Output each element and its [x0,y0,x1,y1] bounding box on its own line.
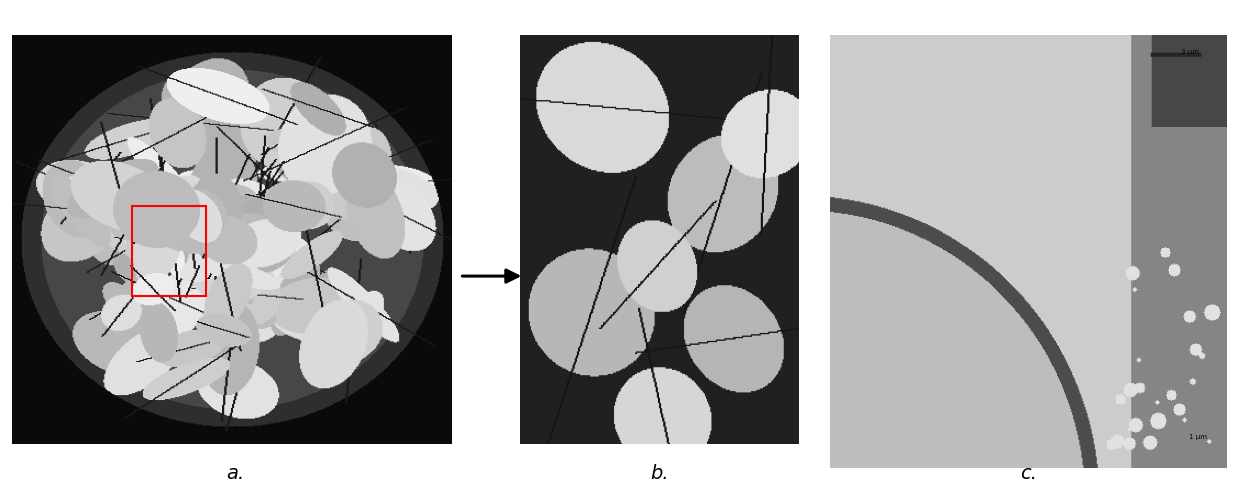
Text: c.: c. [1020,464,1037,483]
Text: 1 µm: 1 µm [1188,434,1207,440]
Bar [131,207,207,296]
Text: a.: a. [227,464,244,483]
Text: b.: b. [649,464,669,483]
Text: 3 µm: 3 µm [1181,49,1198,56]
